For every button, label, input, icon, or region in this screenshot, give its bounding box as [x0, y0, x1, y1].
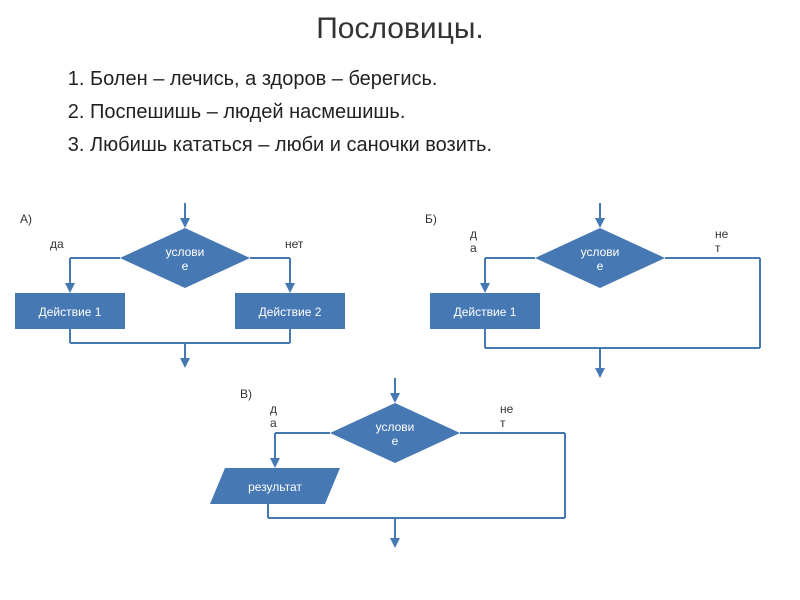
flowchart-letter: А)	[20, 212, 32, 226]
condition-text: е	[392, 434, 399, 448]
proverb-list: Болен – лечись, а здоров – берегись. Пос…	[0, 46, 800, 161]
yes-label: да	[50, 237, 64, 251]
no-label: не	[715, 227, 729, 241]
no-label: т	[715, 241, 721, 255]
flowchart-v: услови е В) д а не т результат	[180, 363, 600, 553]
action1-text: Действие 1	[39, 305, 102, 319]
page-title: Пословицы.	[0, 0, 800, 46]
flowchart-letter: Б)	[425, 212, 437, 226]
result-text: результат	[248, 480, 302, 494]
flowchart-b: услови е Б) д а не т Действие 1	[415, 188, 785, 388]
condition-text: услови	[166, 245, 205, 259]
flowchart-letter: В)	[240, 387, 252, 401]
flowchart-a: услови е А) да нет Действие 1 Действие 2	[10, 188, 370, 378]
list-item: Любишь кататься – люби и саночки возить.	[90, 130, 740, 161]
no-label: нет	[285, 237, 304, 251]
flowchart-area: услови е А) да нет Действие 1 Действие 2	[0, 163, 800, 543]
condition-text: е	[182, 259, 189, 273]
yes-label: а	[470, 241, 477, 255]
no-label: не	[500, 402, 514, 416]
yes-label: д	[270, 402, 277, 416]
condition-text: услови	[376, 420, 415, 434]
list-item: Болен – лечись, а здоров – берегись.	[90, 64, 740, 95]
list-item: Поспешишь – людей насмешишь.	[90, 97, 740, 128]
yes-label: а	[270, 416, 277, 430]
condition-text: услови	[581, 245, 620, 259]
yes-label: д	[470, 227, 477, 241]
no-label: т	[500, 416, 506, 430]
action2-text: Действие 2	[259, 305, 322, 319]
condition-text: е	[597, 259, 604, 273]
action1-text: Действие 1	[454, 305, 517, 319]
